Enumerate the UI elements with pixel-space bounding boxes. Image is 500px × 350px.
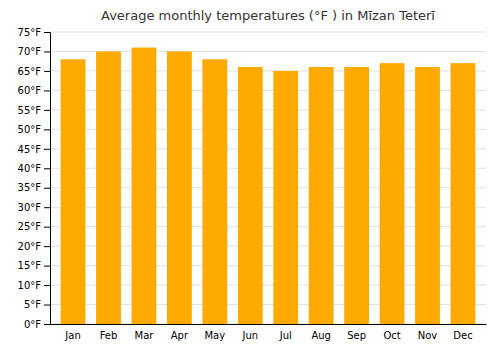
x-tick-label: Feb [100,330,118,341]
y-tick-mark [44,110,50,111]
y-axis-line [44,33,51,325]
bar [380,63,405,324]
y-tick-mark [44,149,50,150]
y-tick-mark [44,246,50,247]
x-tick: Dec [453,324,472,341]
x-tick: Mar [134,324,154,341]
x-tick: May [204,324,225,341]
bar [61,59,86,324]
x-tick: Nov [418,324,438,341]
y-tick: 30°F [18,202,50,213]
y-tick: 10°F [18,280,50,291]
chart-svg: 0°F 5°F 10°F 15°F 20°F 25°F 30°F 35°F 40°F 45°F 50… [0,0,500,350]
y-tick: 0°F [24,319,50,330]
y-tick-label: 65°F [18,66,42,77]
x-tick: Jul [279,324,292,341]
y-tick: 40°F [18,163,50,174]
y-tick-label: 5°F [24,299,41,310]
bar [132,48,157,324]
grid [50,32,486,324]
x-tick: Jan [64,324,80,341]
x-tick-label: Oct [383,330,400,341]
x-tick: Jun [241,324,258,341]
y-tick-mark [44,305,50,306]
x-tick-label: Jul [279,330,292,341]
y-tick: 15°F [18,260,50,271]
y-tick-label: 15°F [18,260,42,271]
bar [167,51,192,324]
bar [202,59,227,324]
y-tick-mark [44,90,50,91]
x-tick: Apr [171,324,189,341]
y-tick: 75°F [18,27,50,38]
y-tick-mark [44,188,50,189]
y-tick-mark [44,71,50,72]
y-tick-label: 25°F [18,221,42,232]
y-tick-mark [44,207,50,208]
x-tick-label: Dec [453,330,472,341]
x-tick-label: Sep [347,330,366,341]
y-tick-mark [44,32,50,33]
bar [309,67,334,324]
y-tick-label: 10°F [18,280,42,291]
y-tick-label: 50°F [18,124,42,135]
x-tick: Feb [100,324,118,341]
y-tick-mark [44,168,50,169]
y-tick: 20°F [18,241,50,252]
x-tick-label: Apr [171,330,189,341]
y-tick-label: 0°F [24,319,41,330]
bar [451,63,476,324]
x-tick-label: Jun [241,330,258,341]
x-axis-line [51,324,487,325]
y-tick-label: 45°F [18,144,42,155]
y-tick: 70°F [18,46,50,57]
y-tick-label: 40°F [18,163,42,174]
x-tick-label: May [204,330,225,341]
bar [238,67,263,324]
bar [415,67,440,324]
bar [344,67,369,324]
y-tick: 65°F [18,66,50,77]
y-tick: 60°F [18,85,50,96]
chart-container: 0°F 5°F 10°F 15°F 20°F 25°F 30°F 35°F 40°F 45°F 50… [0,0,500,350]
x-tick: Oct [383,324,400,341]
y-tick-label: 75°F [18,27,42,38]
plot-area [61,48,476,324]
bar [273,71,298,324]
y-tick-mark [44,324,50,325]
x-tick-label: Nov [418,330,438,341]
y-tick-mark [44,227,50,228]
y-tick: 50°F [18,124,50,135]
y-tick-label: 60°F [18,85,42,96]
y-tick: 35°F [18,182,50,193]
y-tick-mark [44,51,50,52]
chart-title: Average monthly temperatures (°F ) in Mī… [101,8,435,23]
y-tick-label: 70°F [18,46,42,57]
y-tick: 25°F [18,221,50,232]
x-tick-label: Mar [134,330,154,341]
y-axis: 0°F 5°F 10°F 15°F 20°F 25°F 30°F 35°F 40°F 45°F 50… [18,27,51,330]
x-tick-label: Jan [64,330,80,341]
y-tick-mark [44,285,50,286]
x-tick: Sep [347,324,366,341]
x-tick-label: Aug [311,330,331,341]
y-tick-label: 30°F [18,202,42,213]
y-tick-label: 35°F [18,182,42,193]
y-tick-label: 55°F [18,105,42,116]
grid-line [50,32,486,33]
y-tick: 45°F [18,144,50,155]
y-tick-mark [44,266,50,267]
x-tick: Aug [311,324,331,341]
x-axis: Jan Feb Mar Apr May Jun Jul Aug Sep Oct Nov Dec [51,324,487,341]
y-tick-label: 20°F [18,241,42,252]
bar [96,51,121,324]
y-tick: 55°F [18,105,50,116]
y-tick-mark [44,129,50,130]
y-tick: 5°F [24,299,50,310]
